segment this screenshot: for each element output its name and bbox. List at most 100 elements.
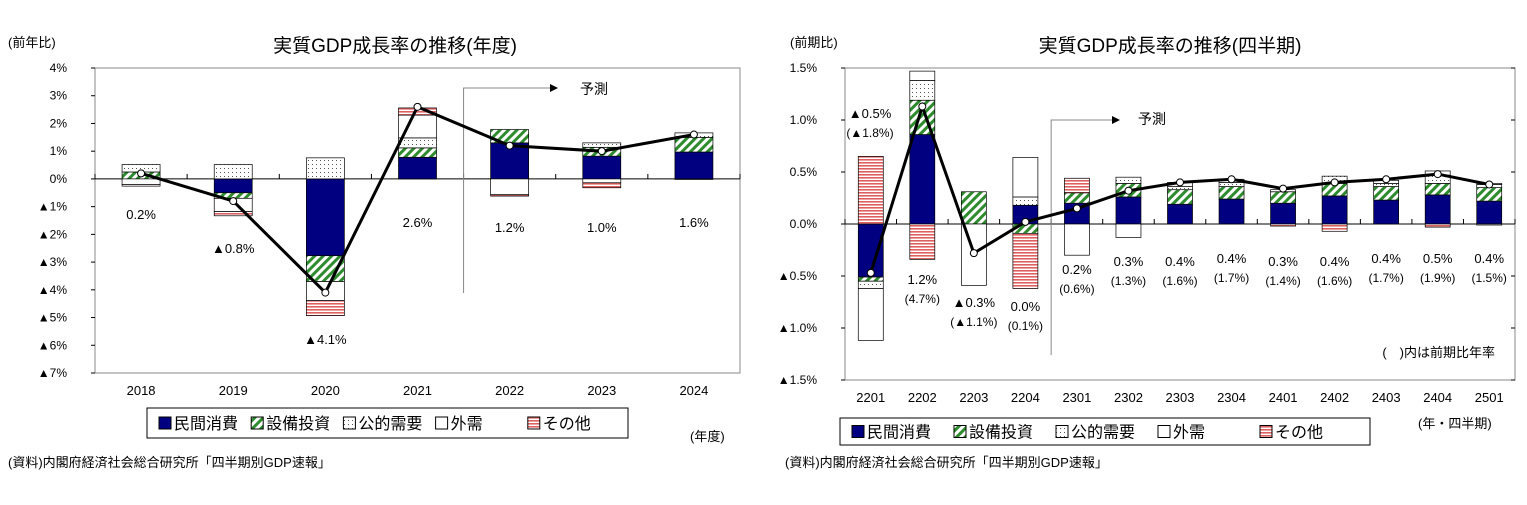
bar-capex [1373, 186, 1400, 201]
y-tick-label: ▲2% [38, 227, 68, 241]
bar-capex [674, 136, 714, 153]
annualized-label: (0.6%) [1059, 282, 1094, 296]
bar-private [1218, 198, 1245, 225]
bar-other [1321, 223, 1348, 232]
growth-point [137, 169, 146, 178]
bar-other [1424, 223, 1451, 228]
x-tick-label: 2022 [495, 383, 524, 398]
x-tick-label: 2201 [856, 390, 885, 405]
y-tick-label: ▲1.0% [778, 321, 818, 335]
bar-other [857, 156, 884, 225]
annualized-label: (1.6%) [1317, 274, 1352, 288]
bar-external [582, 178, 622, 184]
data-label: 1.2% [907, 272, 937, 287]
x-tick-label: 2404 [1423, 390, 1452, 405]
y-tick-label: 1% [50, 144, 68, 158]
bar-external [1064, 223, 1090, 256]
growth-point [918, 102, 927, 111]
x-tick-label: 2501 [1475, 390, 1504, 405]
y-tick-label: 3% [50, 89, 68, 103]
data-label: ▲0.3% [953, 295, 996, 310]
forecast-arrow-icon [1112, 116, 1120, 124]
right-chart: 1.5% 1.0% 0.5% 0.0% ▲0.5% ▲1.0% ▲1.5% 2201 2202 2… [778, 61, 1516, 446]
bar-public [582, 142, 622, 148]
x-tick-label: 2018 [127, 383, 156, 398]
bar-private [1476, 200, 1503, 225]
x-tick-label: 2019 [219, 383, 248, 398]
left-x-axis-label: (年度) [690, 429, 725, 444]
left-chart-title: 実質GDP成長率の推移(年度) [273, 35, 517, 57]
legend-swatch-capex [250, 416, 264, 430]
bar-private [1167, 203, 1193, 225]
x-tick-label: 2024 [679, 383, 708, 398]
bar-private [1115, 196, 1142, 225]
plot-area [94, 67, 741, 374]
legend-swatch-public [342, 416, 356, 430]
legend-swatch-other [1259, 425, 1273, 438]
x-tick-label: 2023 [587, 383, 616, 398]
bar-public [306, 157, 345, 180]
bar-other [213, 211, 253, 217]
bar-public [1167, 186, 1193, 191]
growth-point [1227, 175, 1236, 184]
bar-capex [1476, 187, 1503, 202]
legend-swatch-private [851, 425, 865, 438]
legend-label: 外需 [1173, 424, 1205, 442]
data-label: 0.4% [1217, 251, 1247, 266]
x-tick-label: 2301 [1062, 390, 1091, 405]
bar-public [857, 280, 884, 289]
legend-label: 外需 [451, 415, 483, 433]
x-tick-label: 2203 [959, 390, 988, 405]
bar-capex [398, 147, 437, 158]
forecast-divider [1050, 119, 1112, 355]
x-tick-label: 2020 [311, 383, 340, 398]
growth-point [505, 141, 514, 150]
bar-private [213, 178, 253, 194]
x-tick-label: 2021 [403, 383, 432, 398]
growth-point [1433, 170, 1442, 179]
y-tick-label: ▲3% [38, 255, 68, 269]
legend-label: その他 [1275, 424, 1323, 442]
annualized-label: (0.1%) [1008, 319, 1043, 333]
legend-label: 公的需要 [1071, 424, 1135, 442]
bar-capex [1270, 191, 1296, 204]
bar-other [1476, 223, 1503, 226]
annualized-label: (1.4%) [1265, 274, 1300, 288]
data-label: 2.6% [403, 215, 433, 230]
growth-point [866, 268, 875, 277]
x-tick-label: 2403 [1372, 390, 1401, 405]
growth-point [1124, 186, 1133, 195]
bar-public [1012, 196, 1039, 206]
data-label: 1.2% [495, 220, 525, 235]
right-x-axis-label: (年・四半期) [1418, 416, 1492, 431]
data-label: 0.3% [1268, 254, 1298, 269]
legend-label: 公的需要 [358, 415, 422, 433]
left-forecast-label: 予測 [580, 81, 608, 97]
legend-label: 設備投資 [969, 424, 1033, 442]
bar-other [1064, 177, 1090, 194]
legend-label: 民間消費 [174, 415, 238, 433]
data-label: 1.6% [679, 215, 709, 230]
growth-point [1176, 178, 1184, 187]
bar-external [1115, 223, 1142, 238]
y-tick-label: 2% [50, 116, 68, 130]
annualized-label: (1.6%) [1162, 274, 1197, 288]
y-tick-label: 0% [50, 172, 68, 186]
annualized-label: (1.7%) [1368, 271, 1403, 285]
x-tick-label: 2304 [1217, 390, 1246, 405]
bar-public [1115, 176, 1142, 184]
bar-other [674, 178, 714, 180]
bar-external [1012, 157, 1039, 198]
annualized-label: (4.7%) [905, 292, 940, 306]
bar-external [121, 178, 161, 185]
annualized-label: (▲1.1%) [950, 315, 997, 329]
bar-private [909, 134, 936, 225]
y-tick-label: 0.5% [790, 165, 818, 179]
growth-point [413, 102, 422, 111]
x-tick-label: 2204 [1011, 390, 1040, 405]
y-tick-label: ▲5% [38, 311, 68, 325]
bar-private [674, 151, 714, 180]
data-label: 0.2% [1062, 262, 1092, 277]
legend [146, 407, 629, 439]
annualized-label: (▲1.8%) [846, 126, 893, 140]
